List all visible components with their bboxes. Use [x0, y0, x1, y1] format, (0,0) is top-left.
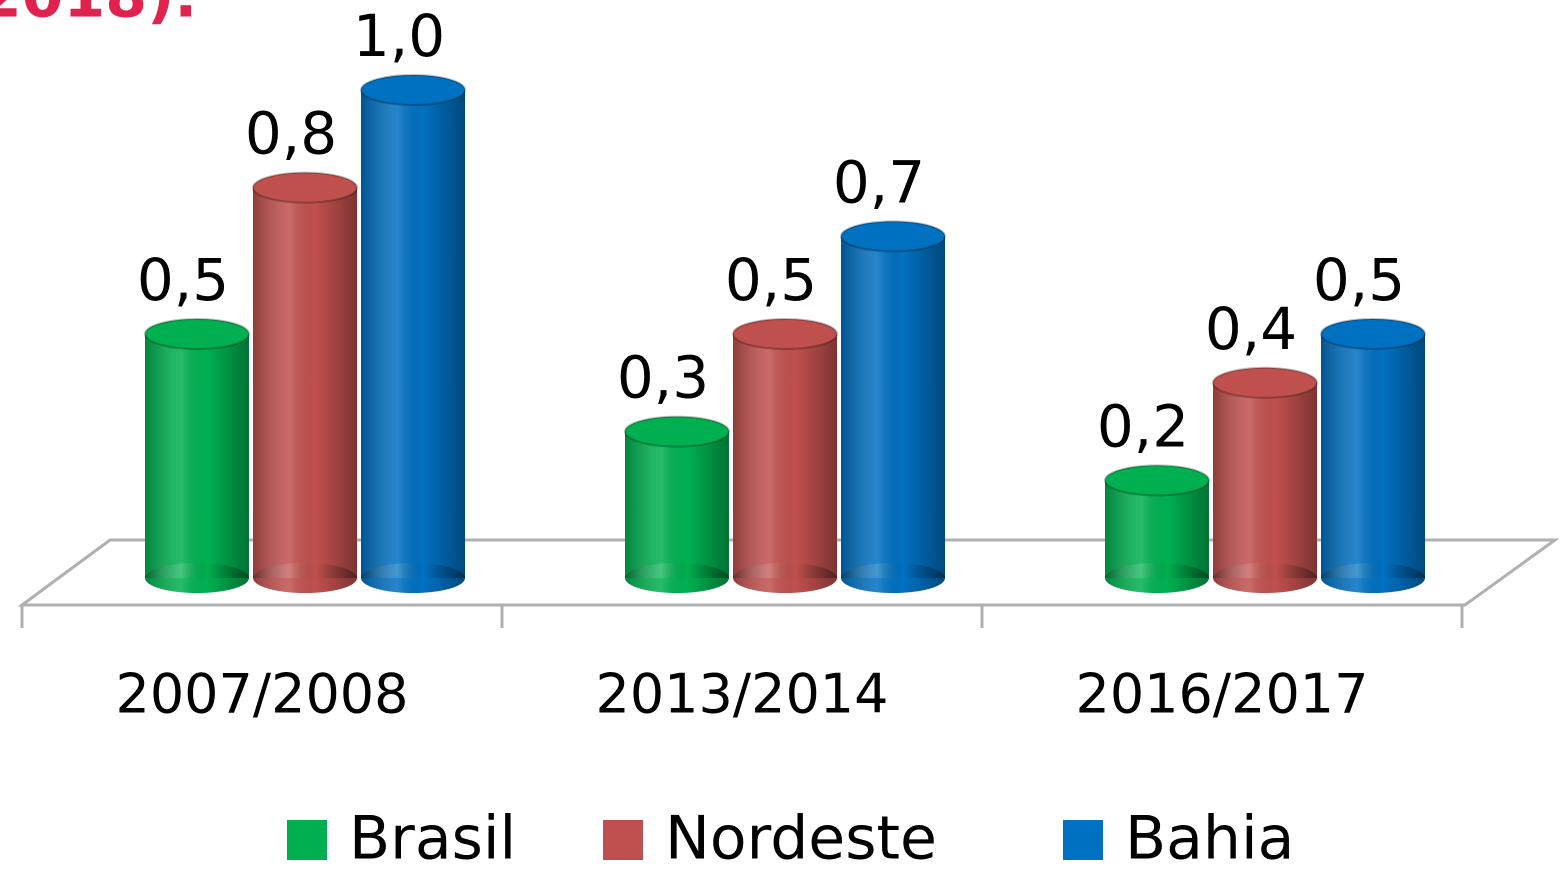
data-label: 0,2: [1097, 393, 1189, 461]
x-tick-label: 2013/2014: [595, 663, 888, 726]
bar-top: [1104, 464, 1210, 497]
data-label: 0,5: [725, 246, 817, 314]
legend-swatch: [287, 820, 327, 860]
bar-top: [732, 318, 838, 350]
legend-label: Nordeste: [665, 804, 937, 869]
bar-body-shade: [253, 187, 357, 578]
legend-label: Bahia: [1125, 804, 1294, 869]
bar-body-shade: [733, 334, 837, 578]
bar-top: [1320, 318, 1426, 350]
bar-body-shade: [625, 431, 729, 578]
legend-swatch: [603, 820, 643, 860]
bar-body-shade: [1321, 334, 1425, 578]
legend-label: Brasil: [349, 804, 516, 869]
bar: [144, 318, 250, 593]
bar-top: [360, 74, 466, 106]
bar-body-shade: [841, 236, 945, 578]
axis-ticks: [20, 605, 1464, 628]
data-label: 1,0: [353, 2, 445, 70]
data-label: 0,4: [1205, 295, 1297, 363]
bar: [1104, 464, 1210, 593]
bar-body-shade: [361, 90, 465, 578]
data-label: 0,3: [617, 344, 709, 412]
bar: [840, 220, 946, 593]
data-label: 0,8: [245, 100, 337, 168]
bar-top: [624, 415, 730, 448]
bar-top: [1212, 366, 1318, 399]
bar: [252, 171, 358, 593]
bar-top: [144, 318, 250, 350]
bar-body-shade: [145, 334, 249, 578]
bar: [1212, 366, 1318, 593]
bar-body-shade: [1105, 480, 1209, 578]
bar-top: [252, 171, 358, 204]
bar-top: [840, 220, 946, 253]
legend-swatch: [1063, 820, 1103, 860]
data-label: 0,5: [137, 246, 229, 314]
bar: [732, 318, 838, 593]
data-label: 0,5: [1313, 246, 1405, 314]
x-tick-label: 2007/2008: [115, 663, 408, 726]
bar: [360, 74, 466, 593]
chart-title: 2018).: [0, 0, 197, 32]
bar: [624, 415, 730, 593]
bar: [1320, 318, 1426, 593]
bar-body-shade: [1213, 382, 1317, 578]
x-tick-label: 2016/2017: [1075, 663, 1368, 726]
data-label: 0,7: [833, 149, 925, 217]
